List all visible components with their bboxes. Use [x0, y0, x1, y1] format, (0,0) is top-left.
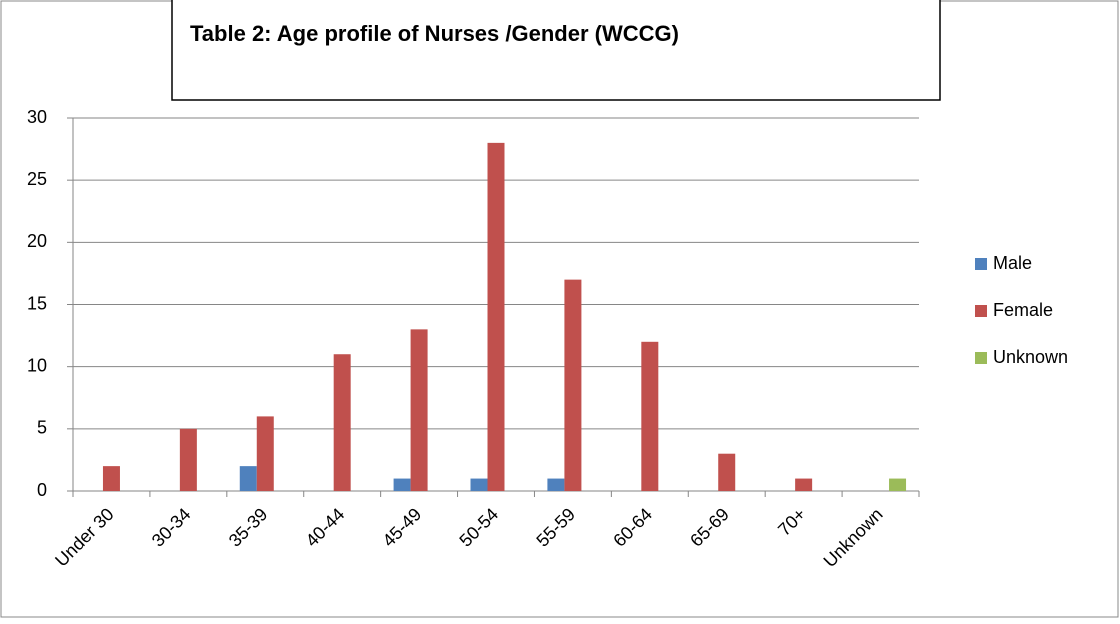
bar — [470, 478, 488, 491]
bar — [256, 416, 274, 491]
y-tick-label: 5 — [37, 418, 47, 438]
legend-swatch — [975, 305, 987, 317]
y-tick-label: 10 — [27, 355, 47, 375]
bar — [393, 478, 411, 491]
bar — [795, 478, 813, 491]
legend-label: Unknown — [993, 347, 1068, 367]
y-tick-label: 15 — [27, 293, 47, 313]
legend-label: Female — [993, 300, 1053, 320]
bar — [547, 478, 565, 491]
bar — [410, 329, 428, 491]
legend-swatch — [975, 258, 987, 270]
y-tick-label: 20 — [27, 231, 47, 251]
bar — [179, 428, 197, 491]
bar — [102, 466, 120, 491]
bar — [487, 142, 505, 491]
bar — [889, 478, 907, 491]
y-tick-label: 0 — [37, 480, 47, 500]
legend-label: Male — [993, 253, 1032, 273]
bar — [239, 466, 257, 491]
bar — [564, 279, 582, 491]
title-box — [171, 0, 941, 101]
legend-swatch — [975, 352, 987, 364]
y-tick-label: 30 — [27, 107, 47, 127]
y-tick-label: 25 — [27, 169, 47, 189]
chart-title: Table 2: Age profile of Nurses /Gender (… — [190, 21, 679, 46]
bar — [641, 341, 659, 491]
bar — [333, 354, 351, 491]
bar — [718, 453, 736, 491]
